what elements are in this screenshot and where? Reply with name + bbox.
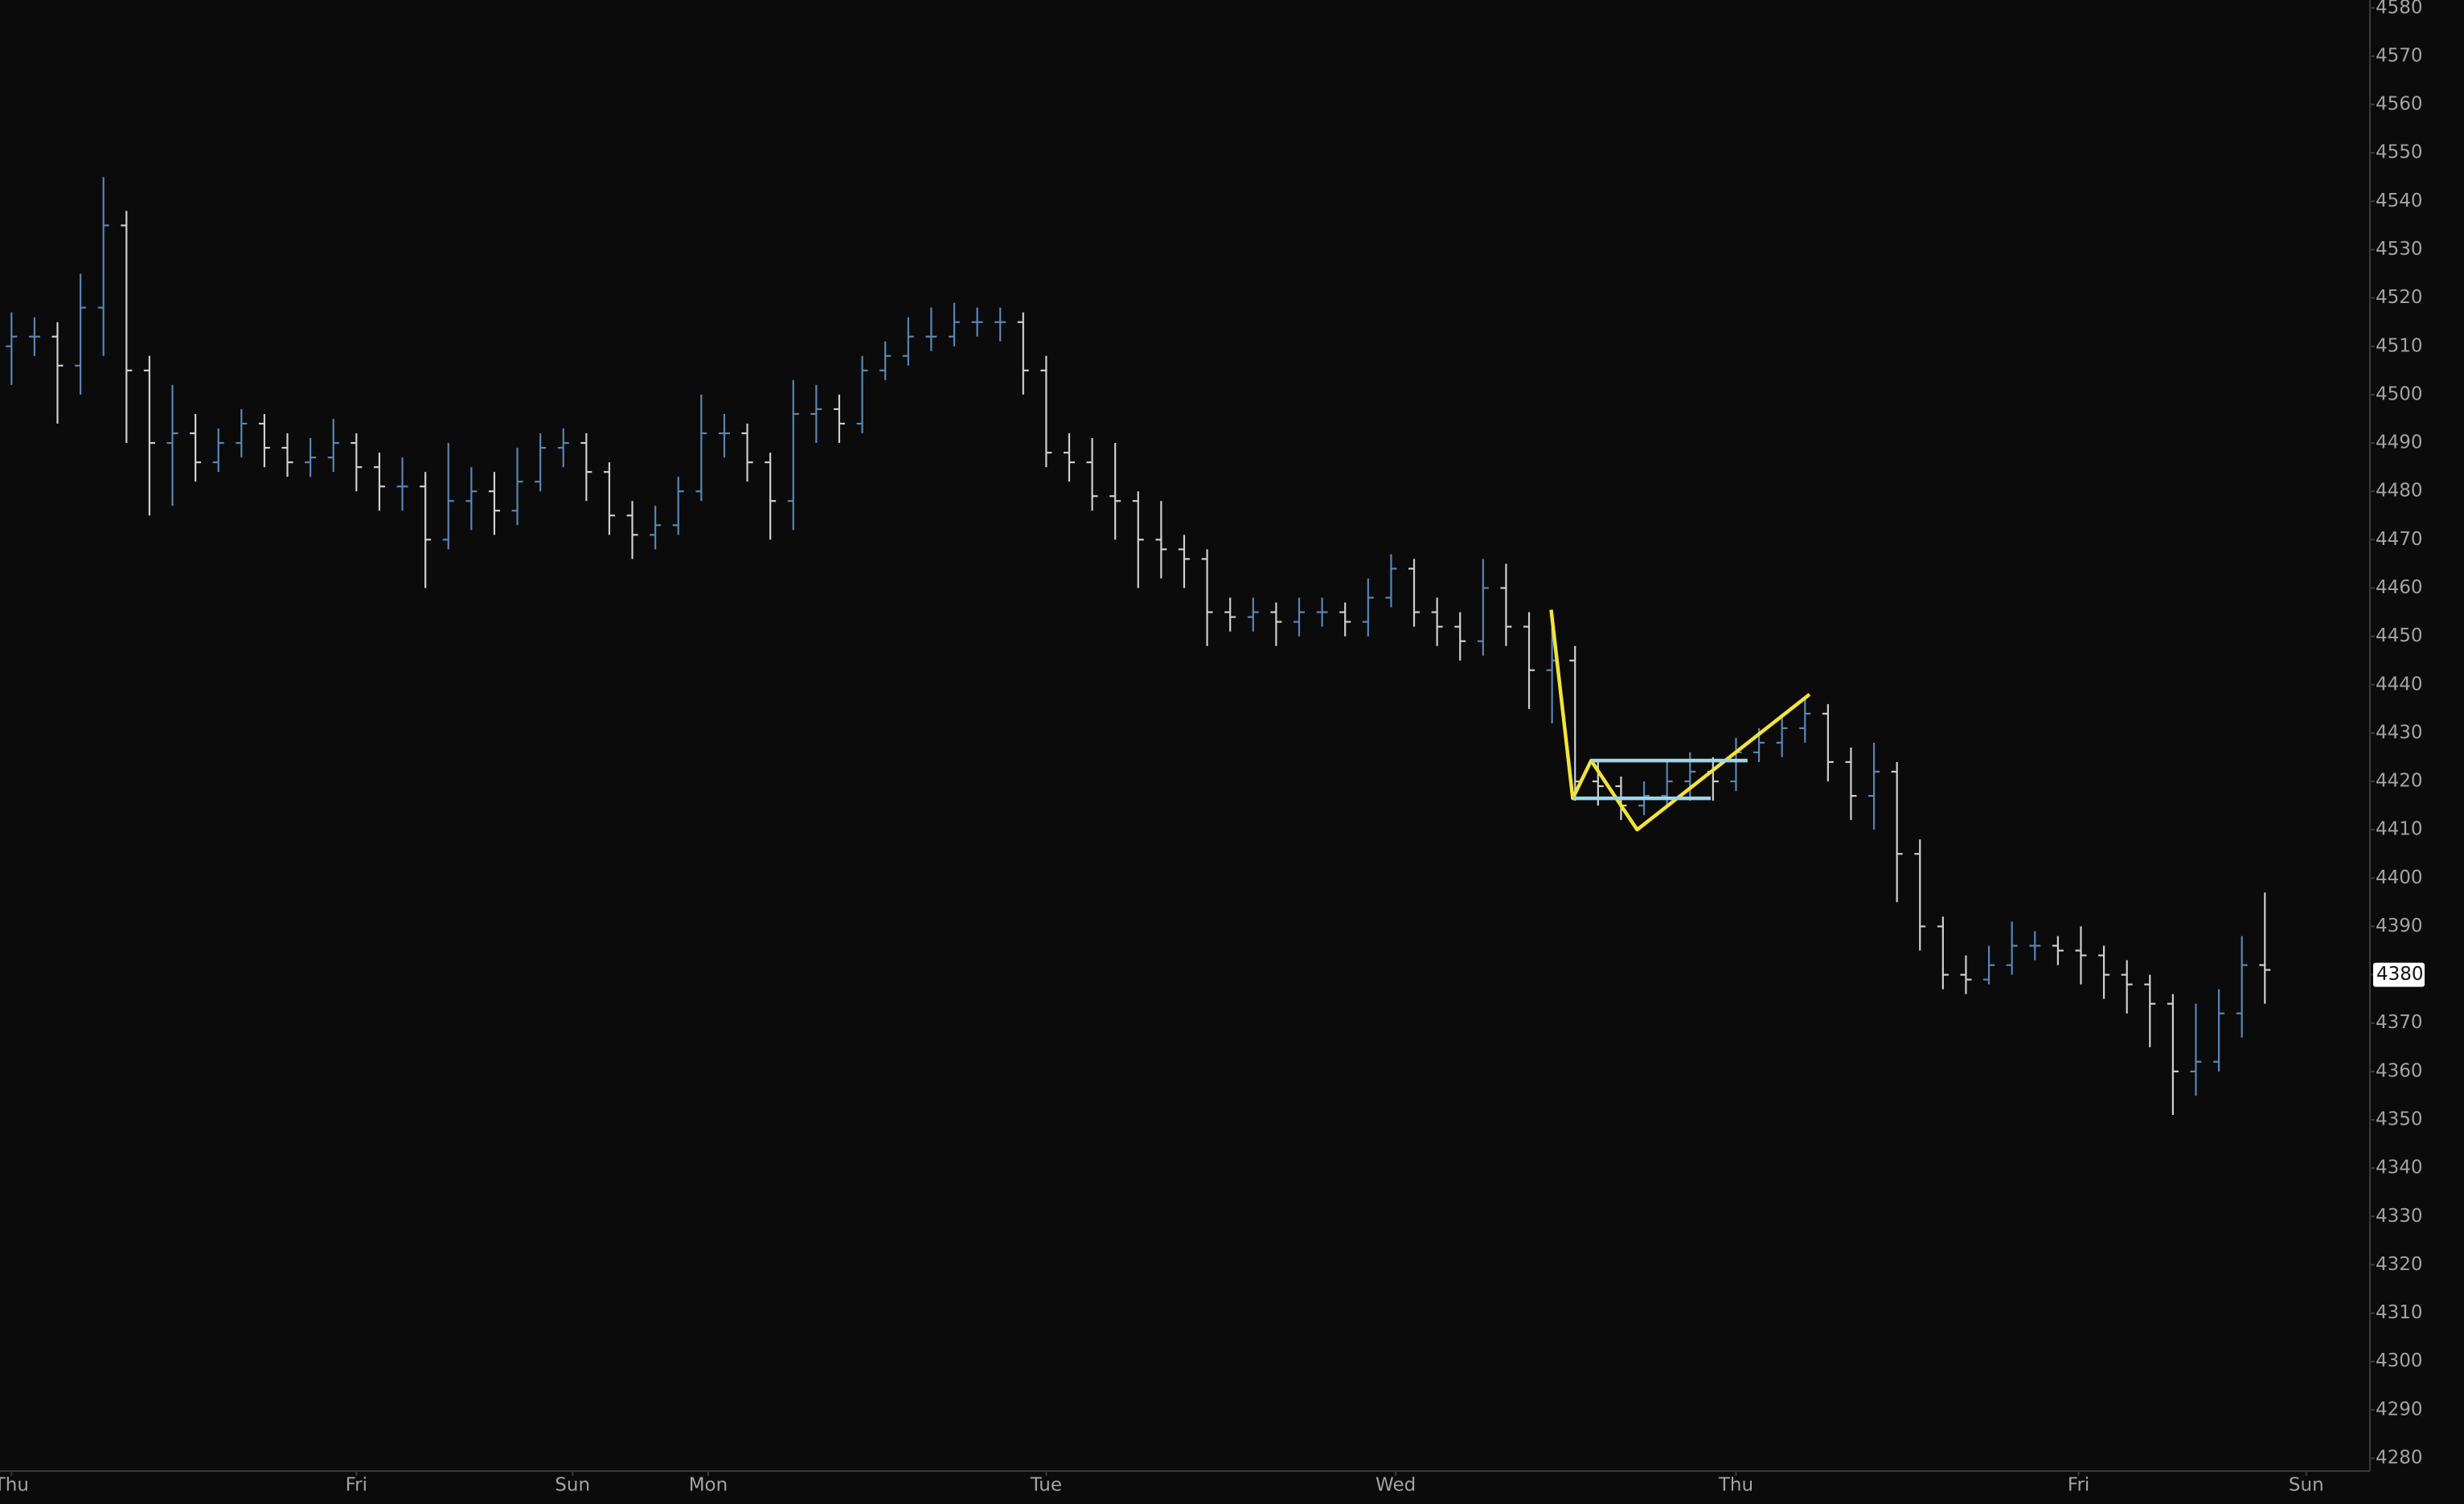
y-tick-label: 4350	[2376, 1109, 2423, 1130]
y-tick-label: 4570	[2376, 45, 2423, 66]
y-tick-label: 4420	[2376, 771, 2423, 792]
y-tick-label: 4390	[2376, 916, 2423, 936]
y-tick-label: 4400	[2376, 867, 2423, 888]
x-tick-label: Mon	[689, 1475, 728, 1496]
x-tick-label: Thu	[1718, 1475, 1753, 1496]
x-tick-label: Fri	[2068, 1475, 2089, 1496]
y-tick-label: 4360	[2376, 1060, 2423, 1081]
last-price-label: 4380	[2376, 964, 2424, 985]
y-tick-label: 4340	[2376, 1158, 2423, 1178]
y-tick-label: 4290	[2376, 1399, 2423, 1420]
y-tick-label: 4500	[2376, 383, 2423, 404]
y-tick-label: 4440	[2376, 674, 2423, 695]
x-tick-label: Wed	[1375, 1475, 1416, 1496]
y-tick-label: 4370	[2376, 1012, 2423, 1033]
y-tick-label: 4320	[2376, 1254, 2423, 1275]
x-tick-label: Sun	[555, 1475, 590, 1496]
x-tick-label: Sun	[2289, 1475, 2324, 1496]
y-tick-label: 4470	[2376, 529, 2423, 550]
x-tick-label: Fri	[346, 1475, 367, 1496]
y-tick-label: 4430	[2376, 722, 2423, 743]
y-tick-label: 4530	[2376, 239, 2423, 260]
y-tick-label: 4280	[2376, 1448, 2423, 1469]
y-tick-label: 4510	[2376, 335, 2423, 356]
y-tick-label: 4540	[2376, 191, 2423, 211]
y-tick-label: 4330	[2376, 1206, 2423, 1227]
y-tick-label: 4410	[2376, 819, 2423, 840]
y-tick-label: 4480	[2376, 481, 2423, 502]
y-tick-label: 4580	[2376, 0, 2423, 18]
last-price-box	[2373, 962, 2425, 987]
y-tick-label: 4490	[2376, 432, 2423, 453]
y-tick-label: 4550	[2376, 142, 2423, 163]
y-tick-label: 4450	[2376, 625, 2423, 646]
y-tick-label: 4560	[2376, 94, 2423, 115]
y-tick-label: 4300	[2376, 1350, 2423, 1371]
y-tick-label: 4460	[2376, 577, 2423, 598]
x-tick-label: Tue	[1030, 1475, 1062, 1496]
y-tick-label: 4310	[2376, 1302, 2423, 1323]
y-tick-label: 4520	[2376, 287, 2423, 308]
x-tick-label: Thu	[0, 1475, 29, 1496]
